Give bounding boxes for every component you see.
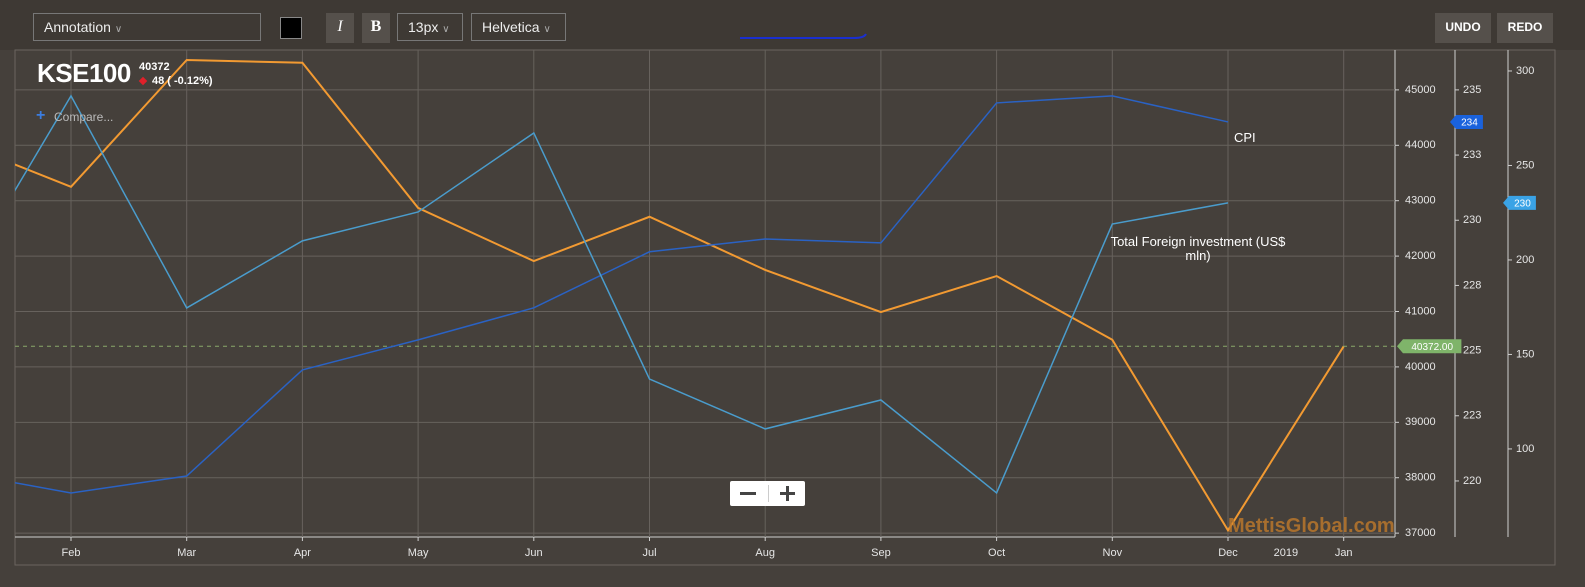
y-tick-label: 39000 [1405, 416, 1436, 428]
y3-tick-label: 300 [1516, 65, 1534, 77]
toolbar: Annotation ∨ I B 13px ∨ Helvetica ∨ UNDO… [0, 0, 1585, 50]
x-tick-label: May [408, 547, 429, 559]
value-tag [1503, 195, 1536, 210]
annotation-label: Annotation [44, 19, 111, 35]
y2-tick-label: 233 [1463, 149, 1481, 161]
value-tag [1397, 339, 1462, 354]
zoom-out[interactable] [740, 492, 756, 495]
x-tick-label: Nov [1103, 547, 1123, 559]
bold-button[interactable]: B [362, 13, 390, 43]
y-tick-label: 40000 [1405, 361, 1436, 373]
zoom-in-bar [786, 486, 789, 501]
x-tick-label: Dec [1218, 547, 1238, 559]
y3-tick-label: 150 [1516, 348, 1534, 360]
font-label: Helvetica [482, 19, 540, 35]
x-tick-label: Jun [525, 547, 543, 559]
x-tick-label: Aug [755, 547, 775, 559]
y2-tick-label: 220 [1463, 475, 1481, 487]
price-change: 48 ( -0.12%) [152, 75, 213, 87]
redo-button[interactable]: REDO [1497, 13, 1553, 43]
italic-button[interactable]: I [326, 13, 354, 43]
size-select[interactable]: 13px ∨ [397, 13, 463, 41]
y2-tick-label: 228 [1463, 279, 1481, 291]
y-tick-label: 44000 [1405, 139, 1436, 151]
x-tick-label: Apr [294, 547, 311, 559]
last-price: 40372 [139, 61, 170, 73]
chart-frame [14, 49, 1556, 566]
compare-link[interactable]: Compare... [54, 110, 114, 124]
value-tag-label: 40372.00 [1411, 342, 1453, 353]
y2-tick-label: 223 [1463, 410, 1481, 422]
y2-tick-label: 225 [1463, 345, 1481, 357]
y-tick-label: 38000 [1405, 472, 1436, 484]
value-tag [1450, 114, 1483, 129]
y3-tick-label: 100 [1516, 443, 1534, 455]
series-line [15, 58, 1345, 533]
color-swatch[interactable] [280, 17, 302, 39]
cpi-annotation: CPI [1234, 130, 1256, 145]
y3-tick-label: 200 [1516, 254, 1534, 266]
zoom-controls [730, 481, 805, 506]
stroke-preview [740, 33, 867, 39]
x-tick-label: Sep [871, 547, 891, 559]
y2-tick-label: 230 [1463, 214, 1481, 226]
fi-annotation: Total Foreign investment (US$ mln) [1110, 234, 1286, 263]
y-tick-label: 45000 [1405, 84, 1436, 96]
x-tick-label: Feb [62, 547, 81, 559]
zoom-divider [768, 485, 769, 502]
x-tick-label: Mar [177, 547, 196, 559]
x-tick-label: Jan [1335, 547, 1353, 559]
series-line [15, 95, 1229, 494]
y2-tick-label: 235 [1463, 84, 1481, 96]
y-tick-label: 42000 [1405, 250, 1436, 262]
size-label: 13px [408, 19, 439, 35]
y-tick-label: 41000 [1405, 305, 1436, 317]
annotation-select[interactable]: Annotation ∨ [33, 13, 261, 41]
value-tag-label: 234 [1461, 118, 1478, 129]
watermark: MettisGlobal.com [1228, 515, 1395, 537]
undo-button[interactable]: UNDO [1435, 13, 1491, 43]
x-tick-label: Jul [642, 547, 656, 559]
series-line [15, 94, 1229, 495]
y-tick-label: 43000 [1405, 195, 1436, 207]
y-tick-label: 37000 [1405, 527, 1436, 539]
value-tag-label: 230 [1514, 199, 1531, 210]
year-label: 2019 [1274, 547, 1298, 559]
y3-tick-label: 250 [1516, 159, 1534, 171]
symbol-title: KSE100 [37, 58, 131, 88]
font-select[interactable]: Helvetica ∨ [471, 13, 566, 41]
compare-icon[interactable]: + [36, 107, 46, 124]
x-tick-label: Oct [988, 547, 1005, 559]
